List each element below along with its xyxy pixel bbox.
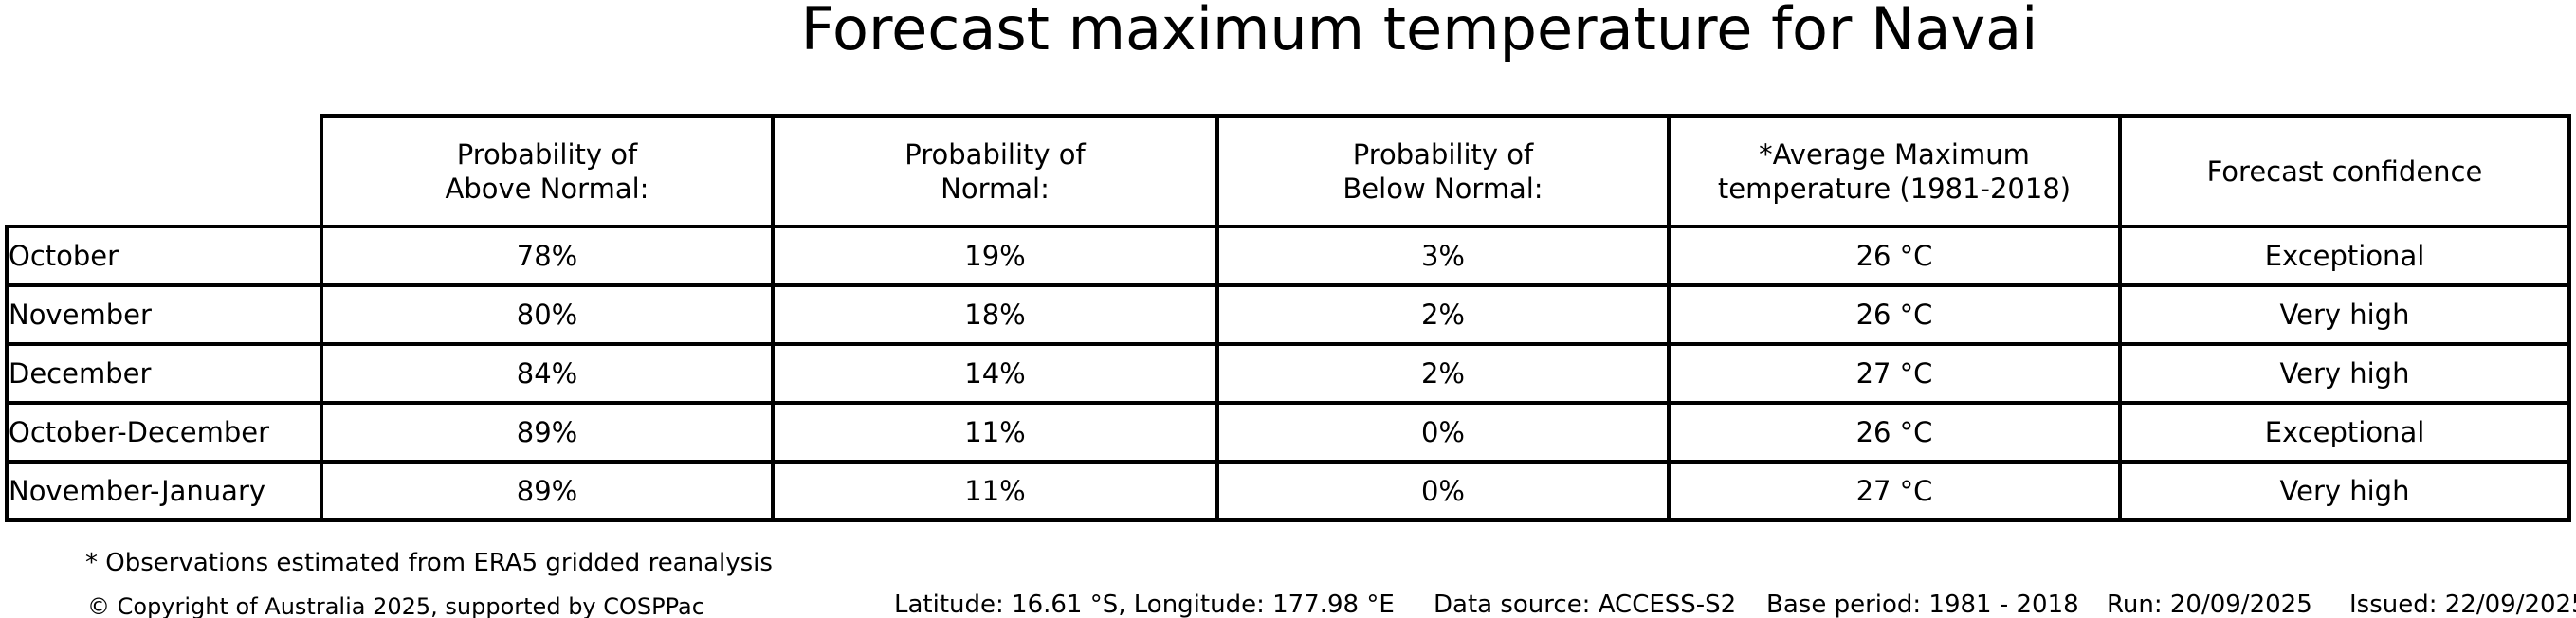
confidence-cell: Very high [2118,460,2571,522]
figure-title: Forecast maximum temperature for Navai [800,0,2038,64]
avg-max-temp-cell: 26 °C [1667,401,2122,464]
below-normal-cell: 3% [1215,225,1671,287]
confidence-cell: Very high [2118,342,2571,405]
normal-cell: 11% [771,401,1219,464]
copyright-text: © Copyright of Australia 2025, supported… [87,593,704,618]
col-header-forecast-confidence: Forecast confidence [2118,114,2571,228]
below-normal-cell: 0% [1215,460,1671,522]
table-row-october-december: October-December 89% 11% 0% 26 °C Except… [5,401,2571,464]
confidence-cell: Exceptional [2118,401,2571,464]
base-period-text: Base period: 1981 - 2018 [1766,591,2079,618]
confidence-cell: Exceptional [2118,225,2571,287]
above-normal-cell: 89% [320,460,775,522]
avg-max-temp-cell: 27 °C [1667,460,2122,522]
above-normal-cell: 84% [320,342,775,405]
normal-cell: 11% [771,460,1219,522]
normal-cell: 14% [771,342,1219,405]
above-normal-cell: 78% [320,225,775,287]
period-cell: November-January [5,460,323,522]
corner-cell [7,116,321,227]
issued-date-text: Issued: 22/09/2025 [2349,591,2576,618]
below-normal-cell: 2% [1215,283,1671,346]
above-normal-cell: 80% [320,283,775,346]
table-row-november-january: November-January 89% 11% 0% 27 °C Very h… [5,460,2571,522]
below-normal-cell: 0% [1215,401,1671,464]
table-row-november: November 80% 18% 2% 26 °C Very high [5,283,2571,346]
era5-footnote: * Observations estimated from ERA5 gridd… [85,549,773,577]
normal-cell: 18% [771,283,1219,346]
avg-max-temp-cell: 27 °C [1667,342,2122,405]
above-normal-cell: 89% [320,401,775,464]
confidence-cell: Very high [2118,283,2571,346]
lat-long-text: Latitude: 16.61 °S, Longitude: 177.98 °E [894,591,1395,618]
below-normal-cell: 2% [1215,342,1671,405]
col-header-avg-max-temp: *Average Maximum temperature (1981-2018) [1667,114,2122,228]
normal-cell: 19% [771,225,1219,287]
data-source-text: Data source: ACCESS-S2 [1434,591,1737,618]
forecast-table: Probability of Above Normal: Probability… [5,114,2571,522]
col-header-below-normal: Probability of Below Normal: [1215,114,1671,228]
period-cell: December [5,342,323,405]
avg-max-temp-cell: 26 °C [1667,283,2122,346]
period-cell: October-December [5,401,323,464]
col-header-above-normal: Probability of Above Normal: [320,114,775,228]
avg-max-temp-cell: 26 °C [1667,225,2122,287]
table-header-row: Probability of Above Normal: Probability… [7,114,2571,228]
period-cell: October [5,225,323,287]
table-row-october: October 78% 19% 3% 26 °C Exceptional [5,225,2571,287]
period-cell: November [5,283,323,346]
col-header-normal: Probability of Normal: [771,114,1219,228]
run-date-text: Run: 20/09/2025 [2107,591,2312,618]
table-row-december: December 84% 14% 2% 27 °C Very high [5,342,2571,405]
